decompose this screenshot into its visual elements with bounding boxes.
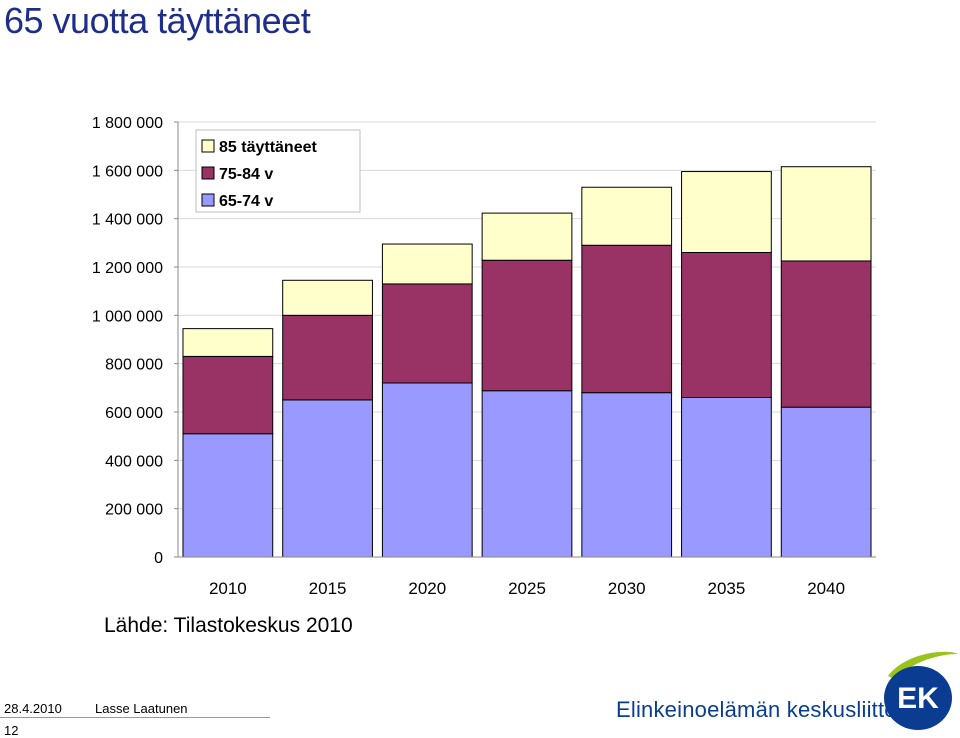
legend-swatch xyxy=(201,193,215,207)
logo-text: EK xyxy=(897,682,939,715)
logo-blue-circle xyxy=(884,666,952,730)
x-tick-label: 2040 xyxy=(807,579,845,598)
x-tick-label: 2020 xyxy=(408,579,446,598)
x-tick-label: 2025 xyxy=(508,579,546,598)
y-tick-label: 1 600 000 xyxy=(92,163,163,180)
footer-date: 28.4.2010 xyxy=(4,701,62,716)
x-tick-label: 2035 xyxy=(708,579,746,598)
stacked-bar-chart: 0 200 000 400 000 600 000 800 000 1 000 000 1 … xyxy=(92,115,876,598)
x-tick-label: 2030 xyxy=(608,579,646,598)
page-number: 12 xyxy=(4,723,19,738)
bar-segment xyxy=(381,243,473,285)
y-tick-label: 400 000 xyxy=(105,453,163,470)
bar-segment xyxy=(681,171,772,254)
bar-segment xyxy=(282,399,373,558)
bar-segment xyxy=(381,283,473,384)
ek-logo-icon: EK xyxy=(884,651,958,730)
footer-divider xyxy=(0,717,270,718)
legend-label: 65-74 v xyxy=(219,193,273,210)
footer-author: Lasse Laatunen xyxy=(95,701,188,716)
bar-segment xyxy=(581,244,673,394)
bar-segment xyxy=(182,355,274,435)
legend-label: 85 täyttäneet xyxy=(219,139,317,156)
bar-segment xyxy=(681,397,772,558)
y-tick-label: 1 800 000 xyxy=(92,115,163,132)
bar-segment xyxy=(481,212,573,261)
x-axis: 2010 2015 2020 2025 2030 2035 2040 xyxy=(178,556,876,598)
organization-name: Elinkeinoelämän keskusliitto xyxy=(616,697,897,722)
bar-segment xyxy=(581,392,673,558)
bars xyxy=(182,166,872,558)
y-tick-label: 800 000 xyxy=(105,357,163,374)
legend-swatch xyxy=(201,139,215,153)
y-axis: 0 200 000 400 000 600 000 800 000 1 000 000 1 … xyxy=(92,115,179,567)
legend: 85 täyttäneet 75-84 v 65-74 v xyxy=(195,129,361,213)
x-tick-label: 2010 xyxy=(209,579,247,598)
page-title: 65 vuotta täyttäneet xyxy=(4,0,311,41)
y-tick-label: 600 000 xyxy=(105,405,163,422)
y-tick-label: 1 000 000 xyxy=(92,308,163,325)
bar-segment xyxy=(282,279,373,316)
bar-segment xyxy=(481,390,573,558)
x-tick-label: 2015 xyxy=(309,579,347,598)
bar-segment xyxy=(681,252,772,398)
bar-segment xyxy=(780,166,872,262)
y-tick-label: 1 400 000 xyxy=(92,212,163,229)
bar-segment xyxy=(282,314,373,401)
bar-segment xyxy=(182,328,274,357)
legend-label: 75-84 v xyxy=(219,166,273,183)
bar-segment xyxy=(481,259,573,392)
bar-segment xyxy=(780,260,872,408)
y-tick-label: 200 000 xyxy=(105,502,163,519)
bar-segment xyxy=(780,406,872,558)
legend-swatch xyxy=(201,166,215,180)
bar-segment xyxy=(581,186,673,246)
y-tick-label: 1 200 000 xyxy=(92,260,163,277)
y-tick-label: 0 xyxy=(154,550,163,567)
bar-segment xyxy=(381,382,473,558)
legend-box xyxy=(195,129,361,213)
bar-segment xyxy=(182,433,274,558)
source-note: Lähde: Tilastokeskus 2010 xyxy=(104,614,353,637)
